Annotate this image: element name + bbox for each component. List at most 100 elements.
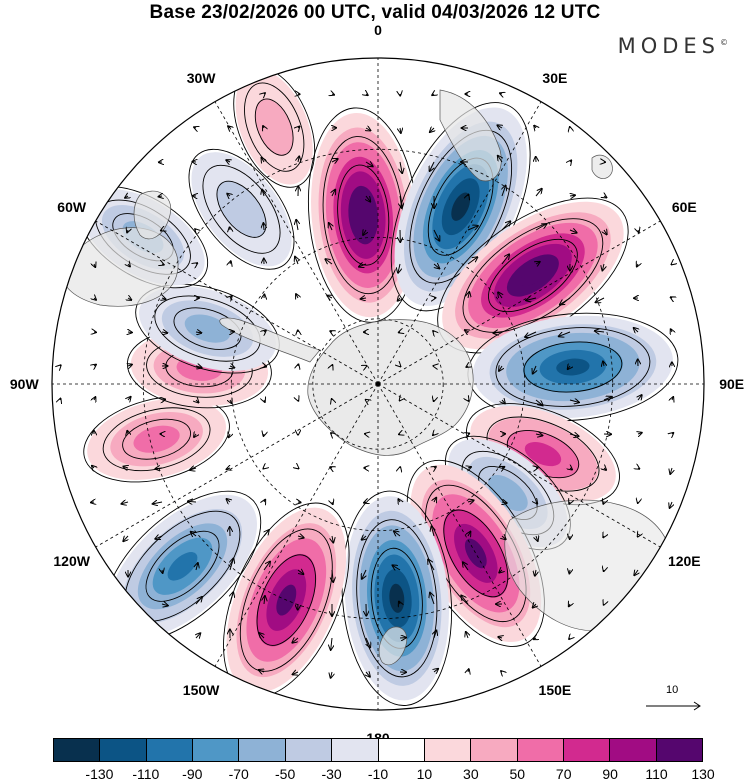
wind-arrow [331, 159, 338, 162]
wind-arrow [227, 194, 230, 196]
wind-arrow [188, 501, 197, 502]
wind-arrow [194, 127, 196, 128]
colorbar-tick-label: 70 [555, 766, 572, 782]
wind-arrow [230, 296, 232, 298]
brand-mark: © [720, 38, 728, 47]
wind-arrow [535, 399, 543, 405]
wind-arrow [161, 230, 162, 231]
streamline [443, 509, 509, 598]
wind-arrow [226, 160, 230, 162]
wind-arrow [672, 397, 673, 400]
wind-arrow [569, 604, 570, 606]
wind-arrow [498, 156, 502, 163]
wind-arrow [568, 366, 570, 369]
wind-arrow [191, 532, 196, 536]
colorbar [53, 738, 703, 762]
wind-arrow [297, 536, 304, 538]
map-title: Base 23/02/2026 00 UTC, valid 04/03/2026… [149, 2, 601, 23]
wind-arrow [603, 536, 604, 537]
wind-arrow [434, 631, 436, 639]
colorbar-swatch [146, 739, 194, 761]
wind-arrow [196, 633, 200, 638]
longitude-label: 150E [538, 682, 572, 699]
wind-arrow [468, 400, 469, 401]
wind-arrow [153, 502, 163, 504]
wind-arrow [159, 196, 162, 197]
colorbar-ticks: -130 -110 -90 -70 -50 -30 -10 10 30 50 70 90 110 130 [53, 766, 714, 782]
anomaly-contour [133, 425, 180, 453]
colorbar-swatch [100, 739, 147, 761]
streamline [495, 327, 651, 407]
wind-arrow [671, 297, 672, 298]
wind-arrow [263, 223, 264, 231]
colorbar-tick-label: 50 [509, 766, 526, 782]
wind-vectors [60, 93, 673, 678]
wind-arrow [298, 157, 299, 163]
wind-arrow [123, 467, 128, 469]
wind-arrow [330, 331, 332, 332]
wind-arrow [331, 637, 332, 650]
wind-arrow [570, 468, 572, 470]
wind-arrow [501, 221, 510, 231]
streamline [244, 82, 305, 172]
longitude-label: 90W [9, 376, 39, 392]
anomaly-contour [355, 200, 371, 230]
wind-arrow [330, 467, 332, 468]
wind-arrow [127, 230, 128, 232]
wind-arrow [123, 536, 128, 541]
wind-arrow [366, 94, 368, 95]
wind-arrow [502, 502, 507, 503]
wind-arrow [155, 536, 163, 539]
wind-arrow [127, 431, 128, 434]
colorbar-swatch [332, 739, 379, 761]
wind-arrow [499, 570, 502, 573]
meridian-line [95, 220, 379, 385]
wind-arrow [296, 220, 298, 231]
wind-arrow [534, 638, 536, 639]
wind-arrow [671, 329, 672, 332]
wind-arrow [162, 570, 163, 573]
wind-arrow [433, 331, 434, 332]
wind-arrow [332, 569, 333, 582]
wind-arrow [365, 162, 373, 166]
wind-arrow [161, 604, 168, 606]
longitude-label: 60E [671, 199, 697, 216]
streamline [487, 238, 578, 313]
wind-arrow [292, 638, 299, 643]
wind-arrow [264, 366, 266, 367]
wind-arrow [430, 593, 434, 605]
wind-arrow [602, 263, 604, 270]
wind-arrow [94, 298, 96, 300]
colorbar-tick-label: -50 [275, 766, 296, 782]
anomaly-cell [83, 395, 230, 483]
anomaly-contour [519, 264, 546, 287]
wind-arrow [195, 366, 202, 368]
anomaly-cell [135, 283, 280, 374]
africa [439, 89, 502, 182]
wind-arrow [332, 190, 335, 197]
wind-arrow [295, 257, 298, 265]
streamline [154, 295, 261, 362]
wind-arrow [498, 292, 502, 299]
antarctic-peninsula [219, 317, 321, 363]
wind-arrow [94, 365, 96, 366]
wind-arrow [327, 296, 332, 298]
wind-arrow [468, 292, 469, 299]
streamline [256, 554, 317, 646]
wind-arrow [502, 186, 506, 197]
wind-arrow [432, 527, 435, 537]
wind-arrow [468, 195, 469, 196]
wind-arrow [229, 434, 230, 437]
wind-arrow [433, 229, 439, 241]
colorbar-tick-label: 130 [691, 766, 715, 782]
colorbar-swatch [517, 739, 564, 761]
wind-arrow [125, 196, 128, 198]
anomaly-contour [464, 538, 487, 569]
colorbar-swatch [285, 739, 333, 761]
wind-arrow [60, 399, 61, 400]
wind-arrow [559, 331, 571, 336]
wind-arrow [398, 263, 400, 273]
wind-arrow [637, 264, 638, 267]
wind-arrow [569, 638, 570, 639]
wind-arrow [128, 264, 130, 266]
